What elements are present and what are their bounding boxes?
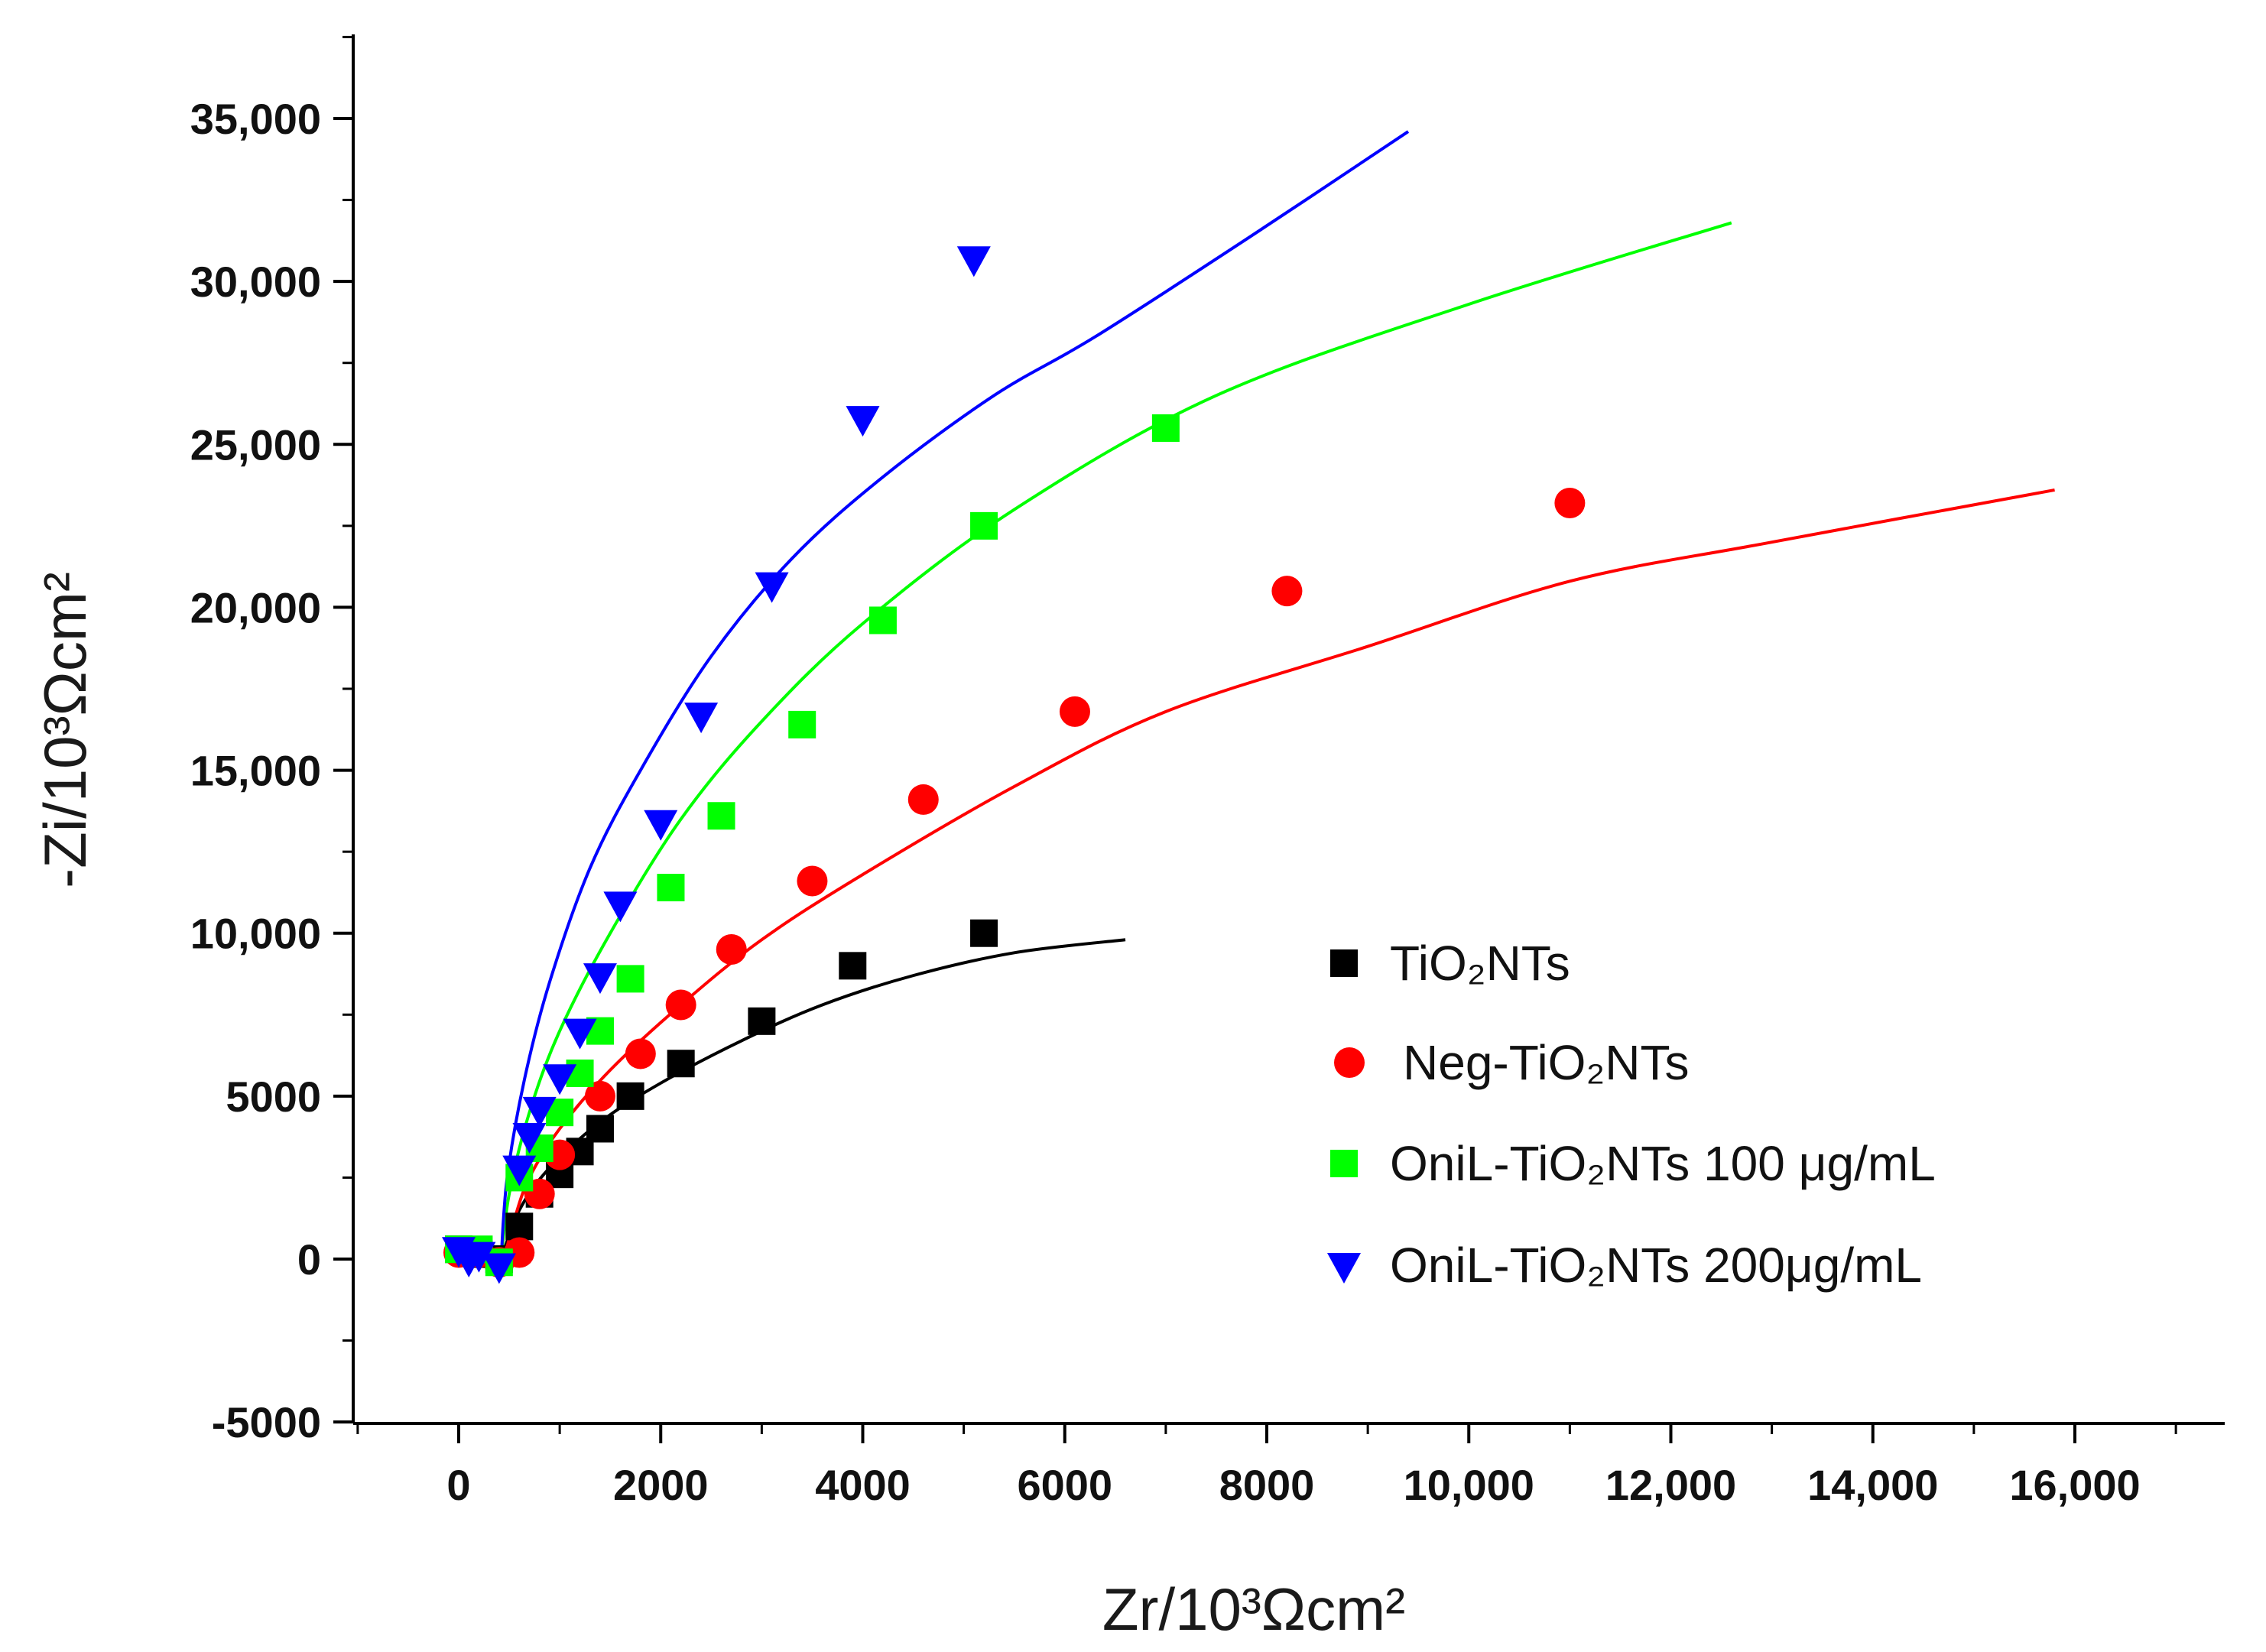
data-point-series-1 [970,919,998,947]
y-tick-label: 30,000 [190,258,321,306]
legend-label-series-1: TiO₂NTs [1390,936,1570,991]
legend-label-series-4: OniL-TiO₂NTs 200μg/mL [1390,1238,1922,1293]
data-point-series-4 [846,406,880,437]
y-tick-label: -5000 [212,1398,321,1446]
x-tick-label: 14,000 [1807,1461,1938,1509]
x-axis-title: Zr/10³Ωcm² [1102,1576,1405,1643]
data-point-series-3 [1151,414,1180,442]
data-point-series-4 [502,1155,537,1186]
data-point-series-1 [616,1082,644,1110]
data-point-series-1 [586,1115,614,1143]
data-point-series-2 [665,989,696,1021]
y-tick-label: 35,000 [190,95,321,143]
data-point-series-4 [956,246,991,277]
data-point-series-2 [907,784,939,815]
y-axis-title: -Zi/10³Ωcm² [31,572,99,888]
legend-marker-series-2 [1334,1047,1365,1078]
data-point-series-2 [716,934,747,966]
data-point-series-3 [788,710,816,738]
data-point-series-4 [755,572,789,603]
axes [352,34,2225,1425]
data-point-series-1 [748,1007,776,1035]
data-point-series-4 [543,1064,577,1095]
ticks: 0 2000 4000 6000 8000 10,000 12,000 14,000 16,00… [190,35,2177,1509]
fit-line-series-3 [499,221,1732,1260]
y-tick-label: 10,000 [190,910,321,958]
data-point-series-4 [462,1241,496,1273]
y-tick-label: 5000 [226,1073,321,1121]
data-point-series-4 [482,1253,516,1284]
data-point-series-3 [616,965,644,993]
legend-marker-series-1 [1330,949,1358,977]
legend-label-series-3: OniL-TiO₂NTs 100 μg/mL [1390,1136,1936,1191]
data-point-series-2 [1271,576,1303,607]
fit-line-series-4 [499,130,1410,1260]
data-point-series-4 [522,1096,557,1128]
legend-label-series-2: Neg-TiO₂NTs [1403,1035,1690,1090]
x-tick-label: 12,000 [1605,1461,1736,1509]
data-point-series-3 [707,802,735,830]
data-point-series-4 [563,1018,597,1050]
data-point-series-2 [1554,488,1586,519]
legend: TiO₂NTs Neg-TiO₂NTs OniL-TiO₂NTs 100 μg/mL… [1327,936,1936,1293]
data-point-series-1 [505,1212,534,1241]
data-point-series-2 [584,1080,615,1112]
y-tick-label: 25,000 [190,420,321,469]
x-tick-label: 10,000 [1404,1461,1534,1509]
data-point-series-1 [667,1050,695,1078]
x-tick-label: 8000 [1219,1461,1315,1509]
legend-marker-series-4 [1327,1253,1361,1284]
data-point-series-1 [839,952,867,980]
x-tick-label: 2000 [613,1461,709,1509]
legend-marker-series-3 [1330,1150,1358,1177]
y-tick-label: 15,000 [190,747,321,795]
data-point-series-4 [512,1123,547,1154]
data-point-series-2 [1059,696,1090,727]
y-tick-label: 20,000 [190,583,321,631]
x-tick-label: 16,000 [2009,1461,2140,1509]
data-point-series-3 [868,606,897,635]
data-markers [442,246,1586,1284]
data-point-series-3 [657,874,685,902]
x-tick-label: 6000 [1017,1461,1112,1509]
data-point-series-2 [625,1038,656,1069]
data-point-series-4 [644,810,678,841]
x-tick-label: 0 [446,1461,470,1509]
data-point-series-4 [684,703,719,734]
data-point-series-2 [797,865,828,897]
data-point-series-4 [603,891,638,923]
data-point-series-3 [970,511,998,540]
y-tick-label: 0 [297,1235,321,1284]
x-tick-label: 4000 [815,1461,911,1509]
data-point-series-4 [583,963,617,995]
fit-line-series-1 [499,938,1126,1260]
fit-lines [499,130,2055,1260]
